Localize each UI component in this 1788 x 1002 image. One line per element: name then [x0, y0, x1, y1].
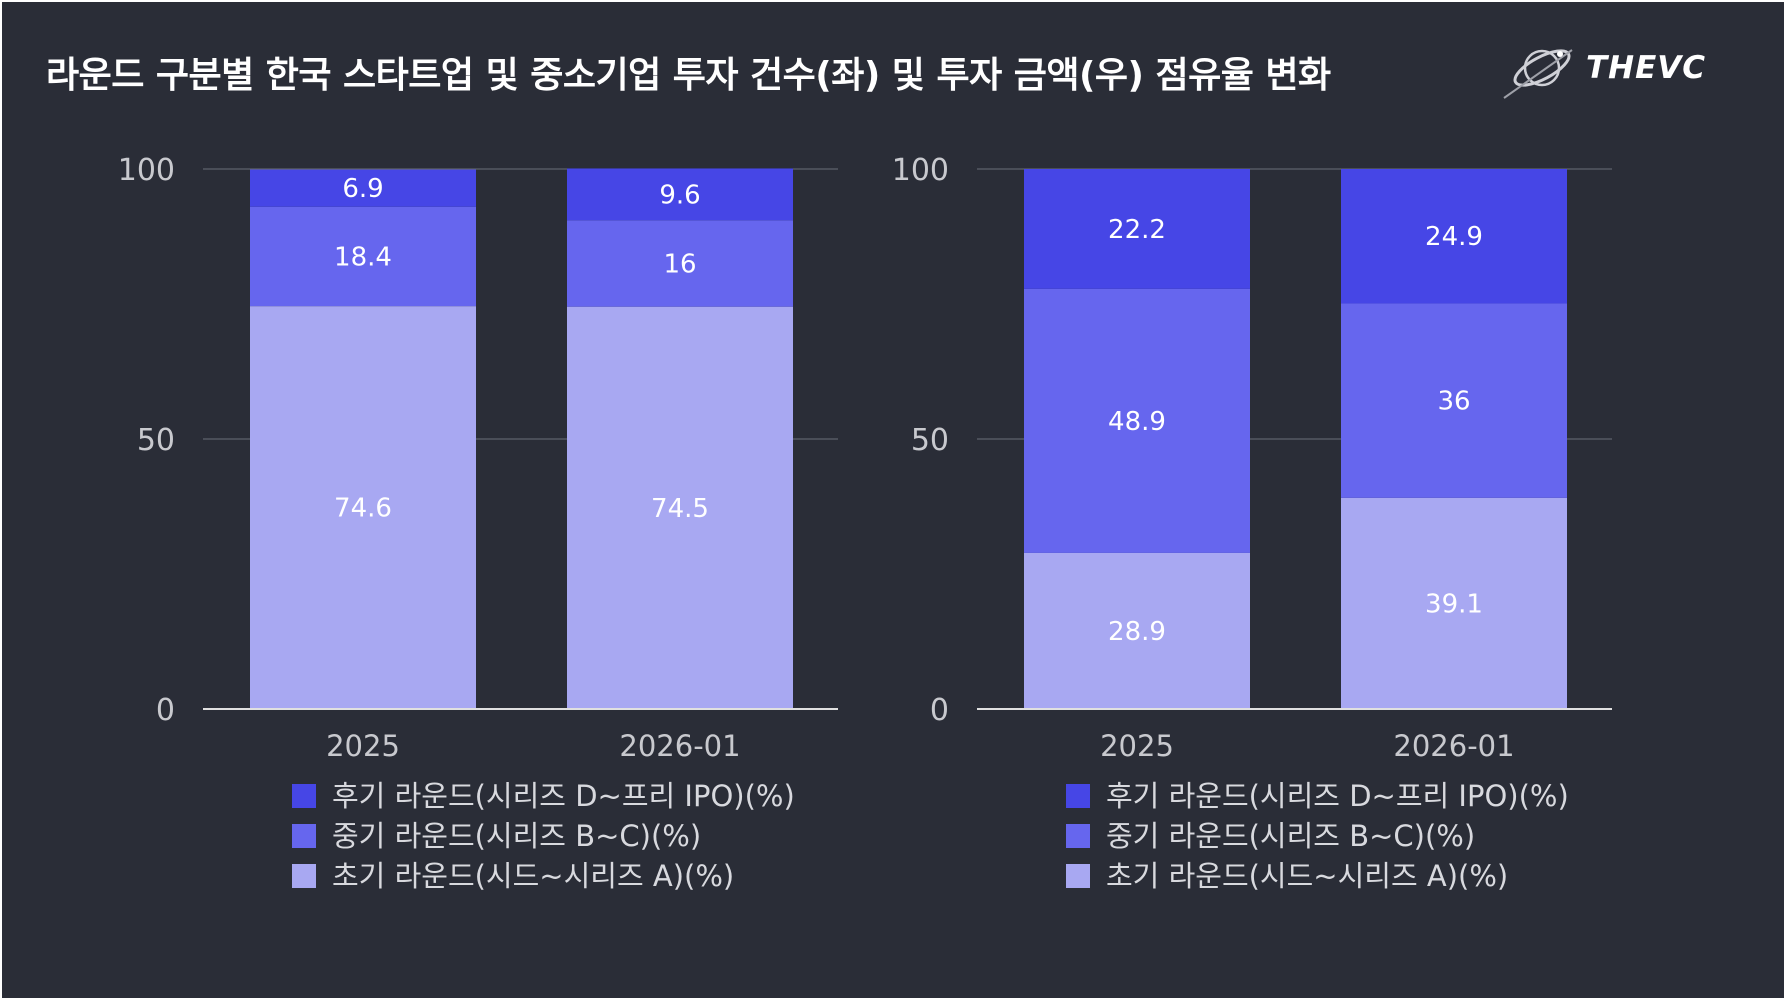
left-bar-segment — [567, 220, 793, 307]
left-y-tick-label: 100 — [118, 153, 175, 188]
left-legend-swatch — [292, 864, 316, 888]
right-data-label: 22.2 — [1108, 215, 1166, 245]
left-legend-label: 초기 라운드(시드~시리즈 A)(%) — [332, 859, 734, 893]
right-x-tick-label: 2025 — [1100, 729, 1174, 763]
right-legend-label: 후기 라운드(시리즈 D~프리 IPO)(%) — [1106, 779, 1569, 813]
left-data-label: 16 — [663, 250, 696, 280]
right-y-tick-label: 100 — [892, 153, 949, 188]
right-legend-label: 초기 라운드(시드~시리즈 A)(%) — [1106, 859, 1508, 893]
right-data-label: 36 — [1437, 387, 1470, 417]
left-legend-label: 중기 라운드(시리즈 B~C)(%) — [332, 819, 701, 853]
right-bar-segment — [1341, 303, 1567, 498]
thevc-logo: THEVC — [1502, 38, 1752, 108]
left-x-tick-label: 2025 — [326, 729, 400, 763]
left-legend-swatch — [292, 784, 316, 808]
right-y-tick-label: 0 — [930, 693, 949, 728]
left-legend-label: 후기 라운드(시리즈 D~프리 IPO)(%) — [332, 779, 795, 813]
left-data-label: 74.5 — [651, 494, 709, 524]
left-bar-segment — [250, 306, 476, 709]
right-bar-segment — [1024, 552, 1250, 709]
right-x-tick-label: 2026-01 — [1393, 729, 1514, 763]
orbit-logo-icon — [1503, 49, 1573, 99]
left-data-label: 18.4 — [334, 242, 392, 272]
right-data-label: 28.9 — [1108, 617, 1166, 647]
left-bar-segment — [567, 168, 793, 221]
chart-title: 라운드 구분별 한국 스타트업 및 중소기업 투자 건수(좌) 및 투자 금액(… — [46, 55, 1331, 96]
left-data-label: 6.9 — [342, 174, 383, 204]
left-bar-segment — [250, 169, 476, 207]
left-data-label: 9.6 — [659, 180, 700, 210]
right-bar-segment — [1341, 497, 1567, 709]
right-legend-swatch — [1066, 784, 1090, 808]
right-legend-label: 중기 라운드(시리즈 B~C)(%) — [1106, 819, 1475, 853]
left-x-tick-label: 2026-01 — [619, 729, 740, 763]
right-legend-swatch — [1066, 824, 1090, 848]
right-data-label: 48.9 — [1108, 407, 1166, 437]
logo-text: THEVC — [1586, 50, 1707, 86]
right-bar-segment — [1341, 169, 1567, 304]
right-data-label: 39.1 — [1425, 589, 1483, 619]
right-legend-swatch — [1066, 864, 1090, 888]
left-bar-segment — [250, 206, 476, 307]
left-data-label: 74.6 — [334, 494, 392, 524]
left-bar-segment — [567, 306, 793, 709]
left-y-tick-label: 50 — [137, 423, 175, 458]
right-data-label: 24.9 — [1425, 222, 1483, 252]
right-bar-segment — [1024, 169, 1250, 289]
left-legend-swatch — [292, 824, 316, 848]
right-y-tick-label: 50 — [911, 423, 949, 458]
left-y-tick-label: 0 — [156, 693, 175, 728]
right-bar-segment — [1024, 288, 1250, 553]
